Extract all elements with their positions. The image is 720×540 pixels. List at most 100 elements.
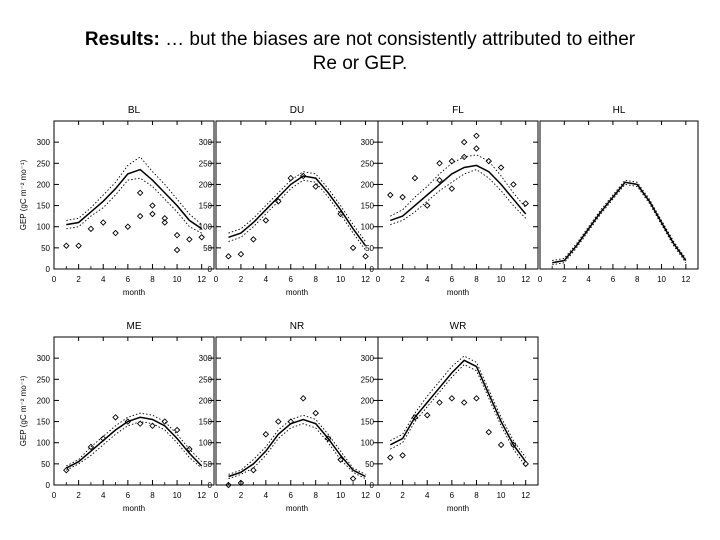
observed-point [287,174,295,182]
observed-point [186,236,193,243]
panel-frame [539,120,699,270]
y-tick-label: 300 [37,138,51,147]
model-line [552,181,687,264]
observed-point [436,160,443,167]
x-tick-label: 8 [474,275,479,284]
observed-point [161,418,169,425]
x-tick-label: 10 [657,275,666,284]
model-bound-line-upper [66,412,203,467]
x-tick-label: 12 [521,275,530,284]
x-tick-label: 8 [474,491,479,500]
slide-title: Results: … but the biases are not consis… [0,28,720,76]
x-tick-label: 10 [497,275,506,284]
observed-point [149,210,156,218]
observed-point [161,215,169,222]
model-bound-line-upper [228,171,366,242]
y-tick-label: 100 [199,223,213,232]
x-tick-label: 12 [197,275,206,284]
y-tick-label: 100 [361,439,375,448]
observed-point [510,181,517,188]
observed-point [448,157,456,165]
observed-point [99,219,107,226]
x-tick-label: 6 [289,275,294,284]
observed-point [124,418,132,425]
observed-point [312,409,319,417]
x-axis-label: month [123,288,145,297]
x-tick-label: 4 [264,275,269,284]
x-tick-label: 8 [313,491,318,500]
x-axis-label: month [447,504,469,513]
panel-title: NR [290,321,304,332]
x-tick-label: 10 [336,275,345,284]
observed-point [299,395,307,402]
panel-title: BL [128,105,141,116]
observed-point [460,153,468,161]
observed-point [136,189,144,197]
model-line [228,175,367,247]
x-tick-label: 6 [450,491,455,500]
x-tick-label: 8 [150,275,155,284]
observed-point [262,431,270,438]
observed-point [473,132,480,140]
y-tick-label: 200 [361,396,375,405]
y-tick-label: 0 [208,265,213,274]
x-tick-label: 8 [635,275,640,284]
observed-point [63,242,70,249]
model-bound-line-upper [390,355,527,458]
y-tick-label: 250 [361,159,375,168]
observed-point [473,145,480,152]
model-bound-line-lower [390,169,527,226]
observed-point [337,456,344,463]
model-line [66,168,203,230]
y-tick-label: 50 [365,244,374,253]
observed-point [387,454,394,461]
observed-point [411,174,419,182]
y-tick-label: 100 [199,439,213,448]
panel-frame [377,336,539,486]
x-tick-label: 4 [425,491,430,500]
observed-point [485,157,493,165]
observed-point [312,183,319,190]
x-tick-label: 0 [52,275,57,284]
x-tick-label: 2 [400,275,405,284]
x-tick-label: 6 [289,491,294,500]
x-tick-label: 12 [681,275,690,284]
y-tick-label: 250 [361,375,375,384]
model-line [228,418,366,478]
observed-point [324,435,332,442]
observed-point [399,452,406,459]
observed-point [149,422,156,430]
y-tick-label: 0 [46,265,51,274]
slide-title-line-1: Results: … but the biases are not consis… [0,28,720,52]
y-tick-label: 250 [37,375,51,384]
observed-point [87,443,95,451]
observed-point [423,202,431,209]
observed-point [287,418,295,425]
observed-point [136,420,144,427]
observed-point [349,244,357,252]
observed-point [510,441,517,449]
observed-point [275,198,282,205]
observed-point [112,229,119,237]
x-tick-label: 0 [52,491,57,500]
observed-point [337,210,344,218]
x-tick-label: 12 [361,275,370,284]
model-bound-line-lower [552,183,687,266]
y-tick-label: 50 [365,460,374,469]
panel-title: HL [613,105,626,116]
x-tick-label: 10 [497,491,506,500]
x-tick-label: 2 [76,491,81,500]
observed-point [522,200,529,207]
observed-point [423,411,431,419]
observed-point [173,231,181,239]
x-tick-label: 12 [521,491,530,500]
y-axis-label: GEP (gC m⁻² mo⁻¹) [19,375,28,446]
y-tick-label: 50 [203,244,212,253]
observed-point [186,445,193,453]
observed-point [136,212,144,220]
model-bound-line-upper [228,414,366,475]
model-bound-line-upper [552,179,687,261]
x-tick-label: 0 [376,275,381,284]
